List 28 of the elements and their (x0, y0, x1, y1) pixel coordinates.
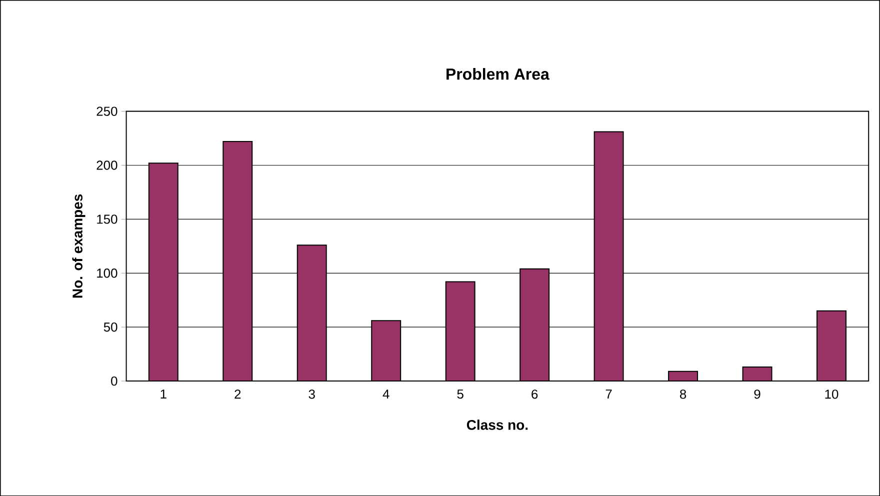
x-tick-label: 6 (532, 389, 538, 399)
bar (742, 366, 772, 381)
bar (520, 268, 550, 381)
bar (816, 310, 846, 381)
bar (296, 244, 327, 381)
x-tick-label: 7 (606, 389, 612, 398)
x-tick-label: 8 (680, 389, 686, 399)
y-tick-label: 0 (111, 376, 118, 386)
x-axis-title: Class no. (466, 419, 528, 430)
bar (148, 162, 178, 381)
bar (445, 281, 476, 381)
x-tick-label: 10 (825, 389, 838, 399)
x-tick-label: 9 (754, 389, 760, 399)
x-tick-label: 2 (234, 389, 241, 398)
bar (222, 140, 253, 381)
chart-title: Problem Area (446, 68, 550, 80)
y-tick-label: 50 (104, 322, 118, 332)
y-tick-label: 150 (97, 214, 118, 224)
x-tick-label: 3 (308, 389, 315, 399)
bar (594, 131, 624, 381)
y-axis-title: No. of exampes (72, 194, 86, 298)
y-tick-label: 100 (97, 268, 118, 278)
x-tick-label: 1 (160, 389, 166, 398)
x-tick-label: 4 (382, 389, 390, 398)
bar (371, 320, 402, 381)
y-tick-label: 250 (96, 106, 118, 116)
x-tick-label: 5 (457, 389, 464, 398)
y-tick-label: 200 (96, 160, 118, 170)
